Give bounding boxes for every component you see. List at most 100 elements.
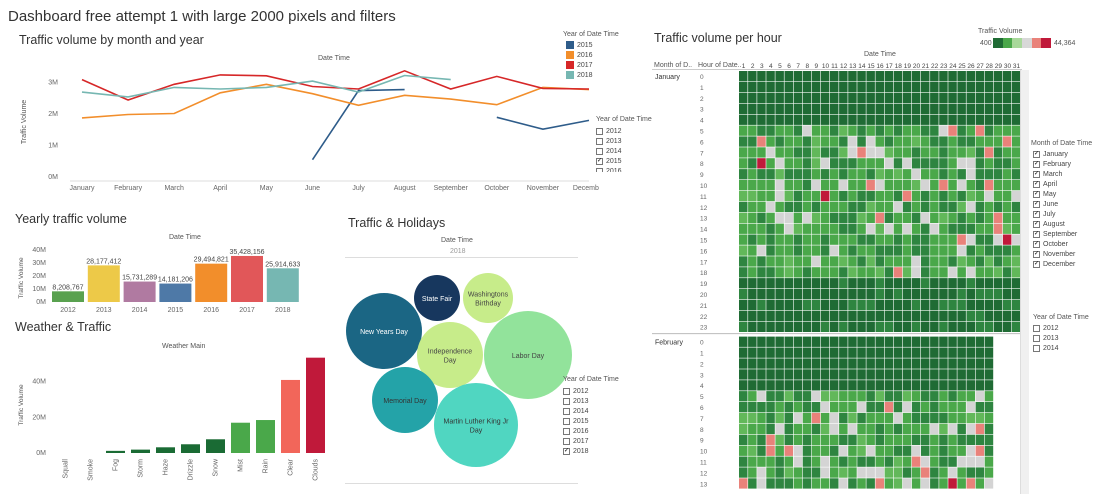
heatmap-cell <box>830 380 839 391</box>
checkbox[interactable]: ✓ <box>1033 220 1040 228</box>
checkbox[interactable] <box>563 397 570 405</box>
heatmap-cell <box>902 81 912 93</box>
hourly-year-filter-2014[interactable]: 2014 <box>1033 343 1059 353</box>
monthly-filter-2014[interactable]: 2014 <box>596 146 622 156</box>
heatmap-cell <box>1002 267 1012 278</box>
hour-row-label: 21 <box>700 303 708 310</box>
checkbox[interactable]: ✓ <box>1033 150 1040 158</box>
heatmap-cell <box>1002 289 1012 300</box>
checkbox[interactable] <box>596 137 603 145</box>
checkbox[interactable] <box>563 417 570 425</box>
checkbox[interactable]: ✓ <box>1033 170 1040 178</box>
heatmap-cell <box>884 347 894 358</box>
month-filter-august[interactable]: ✓ August <box>1033 219 1077 229</box>
heatmap-cell <box>948 445 957 456</box>
checkbox[interactable] <box>596 147 603 155</box>
heatmap-cell <box>930 71 939 82</box>
hour-row-label: 4 <box>700 383 704 390</box>
heatmap-cell <box>948 212 957 223</box>
monthly-filter-2016[interactable]: 2016 <box>596 166 622 172</box>
month-filter-march[interactable]: ✓ March <box>1033 169 1077 179</box>
holiday-filter-2015[interactable]: 2015 <box>563 416 589 426</box>
month-filter-september[interactable]: ✓ September <box>1033 229 1077 239</box>
heatmap-cell <box>793 321 803 332</box>
holiday-filter-2016[interactable]: 2016 <box>563 426 589 436</box>
heatmap-cell <box>975 434 985 445</box>
checkbox[interactable] <box>1033 324 1040 332</box>
heatmap-cell <box>811 256 821 267</box>
holiday-filter-2013[interactable]: 2013 <box>563 396 589 406</box>
heatmap-cell <box>784 125 793 136</box>
heatmap-cell <box>857 358 866 369</box>
monthly-filter-2013[interactable]: 2013 <box>596 136 622 146</box>
month-filter-november[interactable]: ✓ November <box>1033 249 1077 259</box>
heatmap-cell <box>893 245 903 256</box>
heatmap-cell <box>793 412 803 424</box>
checkbox[interactable] <box>563 427 570 435</box>
heatmap-cell <box>820 391 830 402</box>
checkbox[interactable]: ✓ <box>1033 260 1040 268</box>
heatmap-cell <box>775 147 784 158</box>
holiday-filter-2012[interactable]: 2012 <box>563 386 589 396</box>
heatmap-cell <box>921 158 930 169</box>
monthly-filter-2015[interactable]: ✓ 2015 <box>596 156 622 166</box>
month-filter-april[interactable]: ✓ April <box>1033 179 1077 189</box>
heatmap-cell <box>866 358 875 369</box>
checkbox[interactable]: ✓ <box>1033 250 1040 258</box>
checkbox[interactable] <box>596 167 603 172</box>
checkbox[interactable] <box>596 127 603 135</box>
checkbox[interactable] <box>563 437 570 445</box>
checkbox[interactable]: ✓ <box>1033 230 1040 238</box>
month-filter[interactable]: ✓ January ✓ February ✓ March ✓ April ✓ May ✓ June ✓ J… <box>1033 149 1077 269</box>
month-filter-february[interactable]: ✓ February <box>1033 159 1077 169</box>
hourly-year-filter-2013[interactable]: 2013 <box>1033 333 1059 343</box>
checkbox[interactable] <box>1033 344 1040 352</box>
heatmap-cell <box>911 380 921 391</box>
hourly-year-filter-2012[interactable]: 2012 <box>1033 323 1059 333</box>
heatmap-cell <box>748 81 757 93</box>
day-column-label: 17 <box>886 63 894 70</box>
heatmap-cell <box>893 212 903 223</box>
holidays-year-filter[interactable]: 2012 2013 2014 2015 2016 2017 ✓ 2018 <box>563 386 589 456</box>
checkbox[interactable]: ✓ <box>563 447 570 455</box>
heatmap-cell <box>811 358 821 369</box>
heatmap-cell <box>857 412 866 424</box>
month-filter-june[interactable]: ✓ June <box>1033 199 1077 209</box>
heatmap-cell <box>957 445 966 456</box>
checkbox[interactable]: ✓ <box>596 157 603 165</box>
checkbox[interactable]: ✓ <box>1033 190 1040 198</box>
holiday-filter-2018[interactable]: ✓ 2018 <box>563 446 589 456</box>
heatmap-cell <box>1012 190 1021 202</box>
heatmap-cell <box>875 125 884 136</box>
heatmap-scrollbar[interactable] <box>1020 70 1029 494</box>
month-filter-may[interactable]: ✓ May <box>1033 189 1077 199</box>
checkbox[interactable]: ✓ <box>1033 210 1040 218</box>
checkbox[interactable] <box>563 407 570 415</box>
month-filter-july[interactable]: ✓ July <box>1033 209 1077 219</box>
monthly-filter-2012[interactable]: 2012 <box>596 126 622 136</box>
month-filter-december[interactable]: ✓ December <box>1033 259 1077 269</box>
checkbox[interactable]: ✓ <box>1033 180 1040 188</box>
checkbox[interactable]: ✓ <box>1033 240 1040 248</box>
checkbox-label: 2012 <box>1043 324 1059 332</box>
bubble-label: Washingtons <box>468 292 509 299</box>
legend-swatch <box>566 61 574 69</box>
holiday-filter-2017[interactable]: 2017 <box>563 436 589 446</box>
month-filter-january[interactable]: ✓ January <box>1033 149 1077 159</box>
checkbox[interactable] <box>1033 334 1040 342</box>
heatmap-cell <box>784 180 793 191</box>
heatmap-cell <box>902 380 912 391</box>
checkbox[interactable]: ✓ <box>1033 160 1040 168</box>
checkbox[interactable] <box>563 387 570 395</box>
checkbox[interactable]: ✓ <box>1033 200 1040 208</box>
heatmap-cell <box>993 212 1003 223</box>
heatmap-cell <box>857 423 866 435</box>
holiday-filter-2014[interactable]: 2014 <box>563 406 589 416</box>
heatmap-cell <box>966 201 975 213</box>
monthly-year-filter[interactable]: 2012 2013 2014 ✓ 2015 2016 <box>596 126 622 172</box>
heatmap-cell <box>766 391 775 402</box>
hourly-year-filter[interactable]: 2012 2013 2014 <box>1033 323 1059 356</box>
heatmap-cell <box>748 212 757 223</box>
day-column-label: 5 <box>778 63 782 70</box>
month-filter-october[interactable]: ✓ October <box>1033 239 1077 249</box>
